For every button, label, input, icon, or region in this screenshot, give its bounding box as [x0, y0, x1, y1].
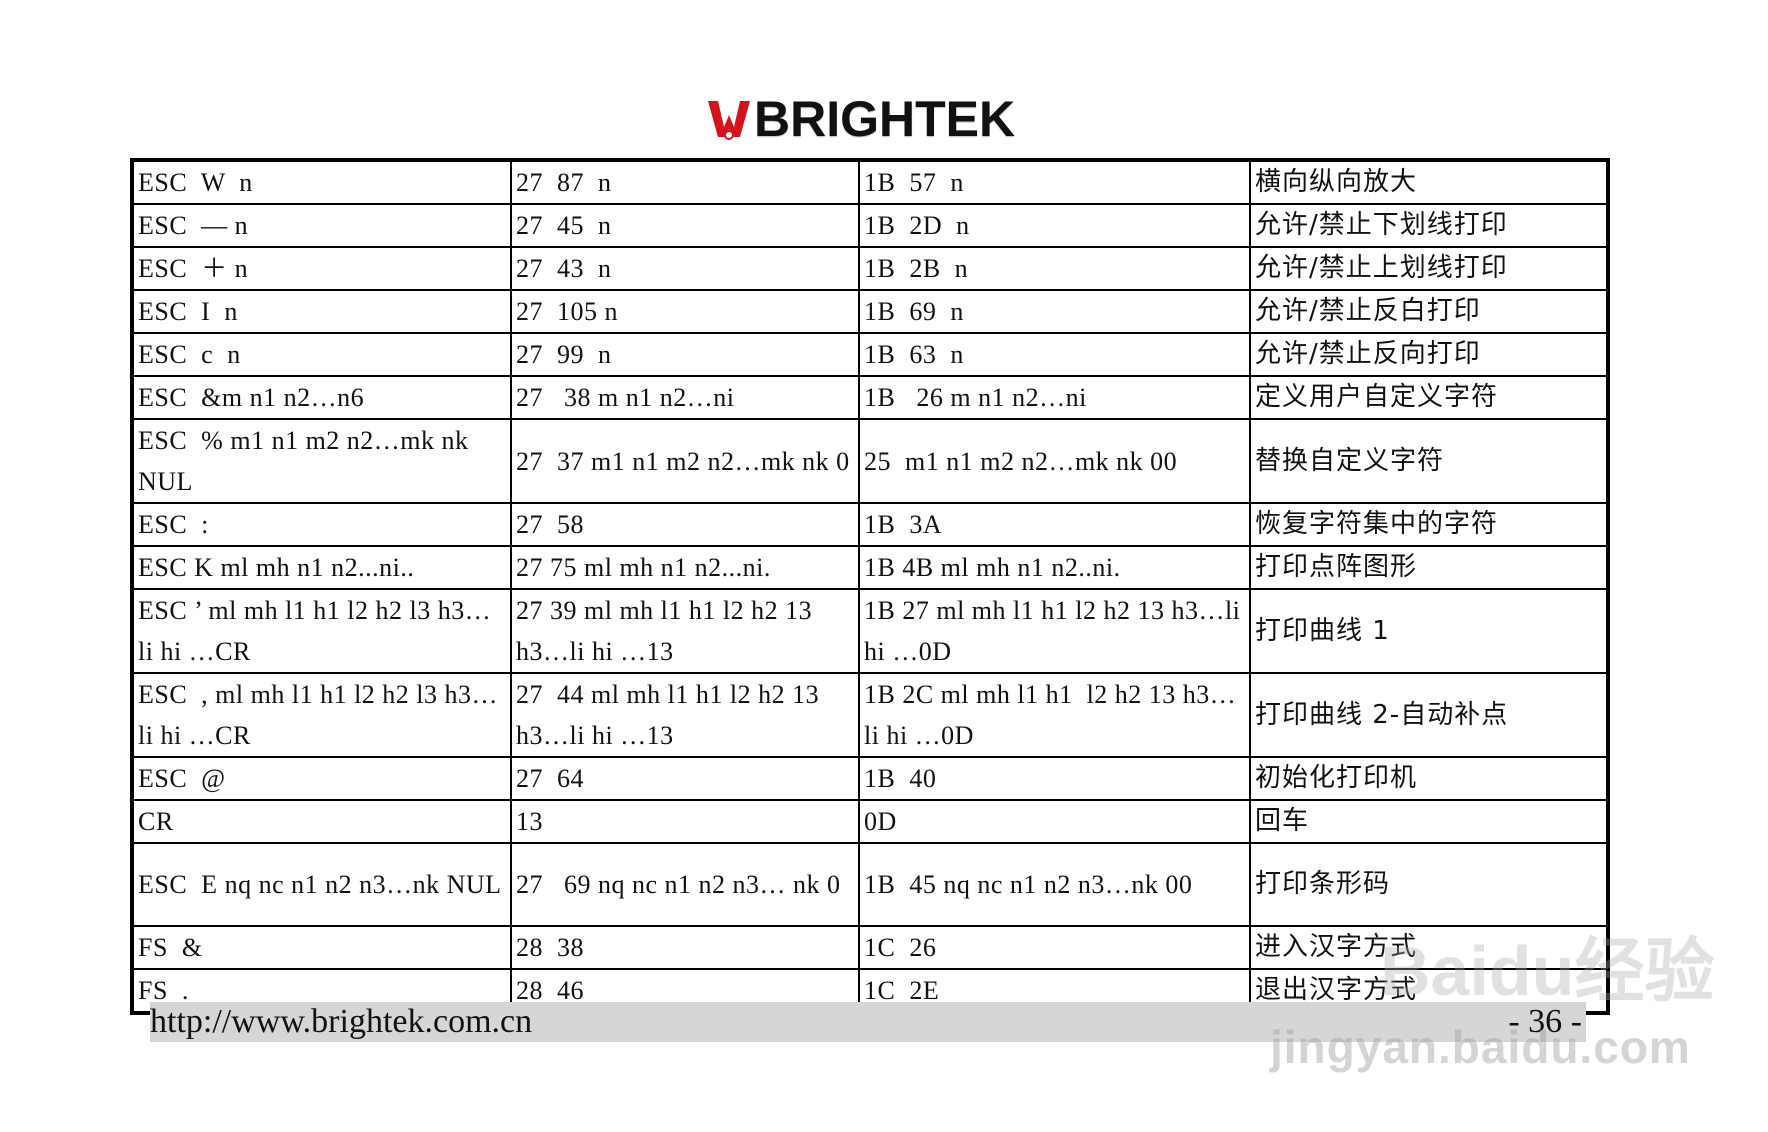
watermark-url: jingyan.baidu.com: [1270, 1021, 1691, 1073]
logo-text: BRIGHTEK: [754, 91, 1016, 147]
decimal-cell: 27 99 n: [510, 332, 860, 377]
hex-cell: 1B 4B ml mh n1 n2..ni.: [858, 545, 1251, 590]
hex-cell: 1B 2C ml mh l1 h1 l2 h2 13 h3…li hi …0D: [858, 672, 1251, 758]
table-row: ESC c n 27 99 n 1B 63 n 允许/禁止反向打印: [131, 332, 1609, 377]
decimal-cell: 27 105 n: [510, 289, 860, 334]
command-cell: ESC ＋ n: [131, 246, 512, 291]
description-cell: 允许/禁止上划线打印: [1249, 246, 1609, 291]
decimal-cell: 27 37 m1 n1 m2 n2…mk nk 0: [510, 418, 860, 504]
decimal-cell: 27 39 ml mh l1 h1 l2 h2 13 h3…li hi …13: [510, 588, 860, 674]
command-cell: FS &: [131, 925, 512, 970]
table-row: ESC W n 27 87 n 1B 57 n 横向纵向放大: [131, 159, 1609, 205]
command-cell: ESC W n: [131, 159, 512, 205]
table-row: CR 13 0D 回车: [131, 799, 1609, 844]
footer-url: http://www.brightek.com.cn: [150, 1003, 533, 1040]
hex-cell: 1B 26 m n1 n2…ni: [858, 375, 1251, 420]
description-cell: 进入汉字方式: [1249, 925, 1609, 970]
hex-cell: 1C 26: [858, 925, 1251, 970]
command-cell: ESC I n: [131, 289, 512, 334]
command-cell: ESC K ml mh n1 n2...ni..: [131, 545, 512, 590]
table-row: ESC E nq nc n1 n2 n3…nk NUL 27 69 nq nc n…: [131, 842, 1609, 927]
decimal-cell: 27 75 ml mh n1 n2...ni.: [510, 545, 860, 590]
command-cell: ESC :: [131, 502, 512, 547]
hex-cell: 1B 3A: [858, 502, 1251, 547]
description-cell: 打印条形码: [1249, 842, 1609, 927]
decimal-cell: 27 45 n: [510, 203, 860, 248]
hex-cell: 1B 27 ml mh l1 h1 l2 h2 13 h3…li hi …0D: [858, 588, 1251, 674]
decimal-cell: 27 43 n: [510, 246, 860, 291]
page-number: - 36 -: [1508, 1003, 1582, 1040]
decimal-cell: 27 38 m n1 n2…ni: [510, 375, 860, 420]
description-cell: 打印曲线 1: [1249, 588, 1609, 674]
description-cell: 打印点阵图形: [1249, 545, 1609, 590]
decimal-cell: 27 44 ml mh l1 h1 l2 h2 13 h3…li hi …13: [510, 672, 860, 758]
baidu-watermark: Baidu经验: [1380, 932, 1715, 1010]
table-row: ESC , ml mh l1 h1 l2 h2 l3 h3…li hi …CR 2…: [131, 672, 1609, 758]
decimal-cell: 27 64: [510, 756, 860, 801]
hex-cell: 1B 69 n: [858, 289, 1251, 334]
command-cell: ESC @: [131, 756, 512, 801]
table-row: ESC — n 27 45 n 1B 2D n 允许/禁止下划线打印: [131, 203, 1609, 248]
table-row: ESC ＋ n 27 43 n 1B 2B n 允许/禁止上划线打印: [131, 246, 1609, 291]
brightek-w-icon: [708, 101, 750, 140]
description-cell: 打印曲线 2-自动补点: [1249, 672, 1609, 758]
brightek-logo: BRIGHTEK: [706, 91, 1016, 147]
table-row: ESC ’ ml mh l1 h1 l2 h2 l3 h3…li hi …CR 2…: [131, 588, 1609, 674]
hex-cell: 1B 63 n: [858, 332, 1251, 377]
table-row: FS & 28 38 1C 26 进入汉字方式: [131, 925, 1609, 970]
command-cell: ESC E nq nc n1 n2 n3…nk NUL: [131, 842, 512, 927]
command-table: ESC W n 27 87 n 1B 57 n 横向纵向放大 ESC — n 27 45 …: [130, 158, 1610, 1015]
command-cell: ESC — n: [131, 203, 512, 248]
hex-cell: 1B 2D n: [858, 203, 1251, 248]
command-cell: ESC , ml mh l1 h1 l2 h2 l3 h3…li hi …CR: [131, 672, 512, 758]
description-cell: 替换自定义字符: [1249, 418, 1609, 504]
hex-cell: 25 m1 n1 m2 n2…mk nk 00: [858, 418, 1251, 504]
decimal-cell: 27 69 nq nc n1 n2 n3… nk 0: [510, 842, 860, 927]
description-cell: 允许/禁止下划线打印: [1249, 203, 1609, 248]
decimal-cell: 28 38: [510, 925, 860, 970]
table-row: ESC :27 58 1B 3A 恢复字符集中的字符: [131, 502, 1609, 547]
decimal-cell: 27 58: [510, 502, 860, 547]
table-row: ESC K ml mh n1 n2...ni.. 27 75 ml mh n1 n…: [131, 545, 1609, 590]
description-cell: 初始化打印机: [1249, 756, 1609, 801]
table-row: ESC % m1 n1 m2 n2…mk nk NUL 27 37 m1 n1 m…: [131, 418, 1609, 504]
command-cell: ESC c n: [131, 332, 512, 377]
table-row: ESC @27 64 1B 40 初始化打印机: [131, 756, 1609, 801]
description-cell: 定义用户自定义字符: [1249, 375, 1609, 420]
description-cell: 横向纵向放大: [1249, 159, 1609, 205]
description-cell: 允许/禁止反白打印: [1249, 289, 1609, 334]
command-cell: ESC ’ ml mh l1 h1 l2 h2 l3 h3…li hi …CR: [131, 588, 512, 674]
command-cell: CR: [131, 799, 512, 844]
hex-cell: 1B 57 n: [858, 159, 1251, 205]
command-cell: ESC &m n1 n2…n6: [131, 375, 512, 420]
hex-cell: 1B 40: [858, 756, 1251, 801]
command-cell: ESC % m1 n1 m2 n2…mk nk NUL: [131, 418, 512, 504]
table-row: ESC I n 27 105 n 1B 69 n 允许/禁止反白打印: [131, 289, 1609, 334]
description-cell: 恢复字符集中的字符: [1249, 502, 1609, 547]
footer-bar: http://www.brightek.com.cn - 36 -: [150, 1002, 1586, 1042]
description-cell: 回车: [1249, 799, 1609, 844]
decimal-cell: 27 87 n: [510, 159, 860, 205]
hex-cell: 0D: [858, 799, 1251, 844]
decimal-cell: 13: [510, 799, 860, 844]
description-cell: 允许/禁止反向打印: [1249, 332, 1609, 377]
table-row: ESC &m n1 n2…n6 27 38 m n1 n2…ni 1B 26 m n…: [131, 375, 1609, 420]
hex-cell: 1B 45 nq nc n1 n2 n3…nk 00: [858, 842, 1251, 927]
hex-cell: 1B 2B n: [858, 246, 1251, 291]
